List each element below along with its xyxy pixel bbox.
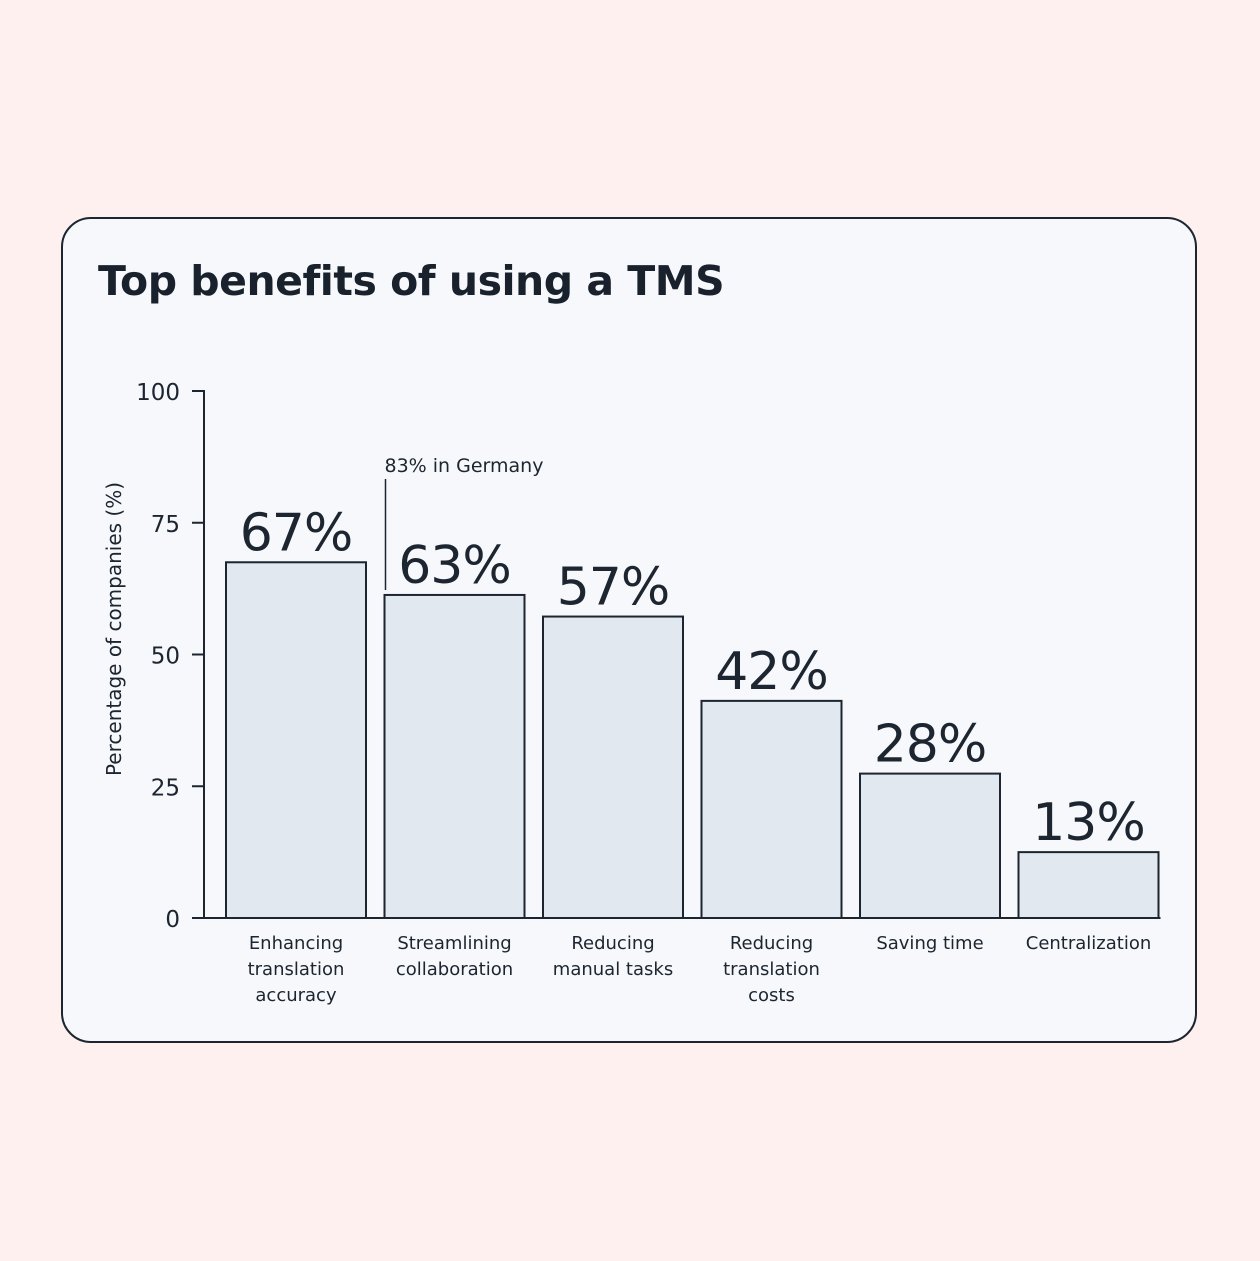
y-tick-label: 50 xyxy=(151,644,180,670)
y-tick-label: 100 xyxy=(136,380,180,406)
x-tick-label: manual tasks xyxy=(553,959,673,980)
data-label: 67% xyxy=(240,503,353,563)
data-label: 63% xyxy=(398,536,511,596)
y-axis-title: Percentage of companies (%) xyxy=(102,482,126,776)
x-tick-label: collaboration xyxy=(396,959,513,980)
y-tick-label: 75 xyxy=(151,512,180,538)
x-tick-label: Reducing xyxy=(730,933,813,954)
bar xyxy=(1017,851,1160,919)
bar xyxy=(859,772,1001,919)
x-tick-label: translation xyxy=(248,959,345,980)
y-tick-label: 25 xyxy=(151,775,180,801)
y-tick-label: 0 xyxy=(165,907,180,933)
bar xyxy=(383,593,526,919)
x-tick-label: costs xyxy=(748,985,795,1006)
bar xyxy=(542,615,684,920)
x-tick-label: Centralization xyxy=(1026,933,1152,954)
data-label: 42% xyxy=(715,642,828,702)
data-label: 13% xyxy=(1032,793,1145,853)
data-label: 28% xyxy=(874,715,987,775)
x-tick-label: translation xyxy=(723,959,820,980)
x-tick-label: Streamlining xyxy=(397,933,511,954)
annotation-text: 83% in Germany xyxy=(385,455,544,477)
data-label: 57% xyxy=(557,558,670,618)
x-tick-label: Saving time xyxy=(876,933,983,954)
x-tick-label: Enhancing xyxy=(249,933,343,954)
bar xyxy=(700,699,843,919)
bar xyxy=(225,561,367,920)
x-tick-label: Reducing xyxy=(571,933,654,954)
x-tick-label: accuracy xyxy=(255,985,337,1006)
chart-title: Top benefits of using a TMS xyxy=(98,257,725,305)
